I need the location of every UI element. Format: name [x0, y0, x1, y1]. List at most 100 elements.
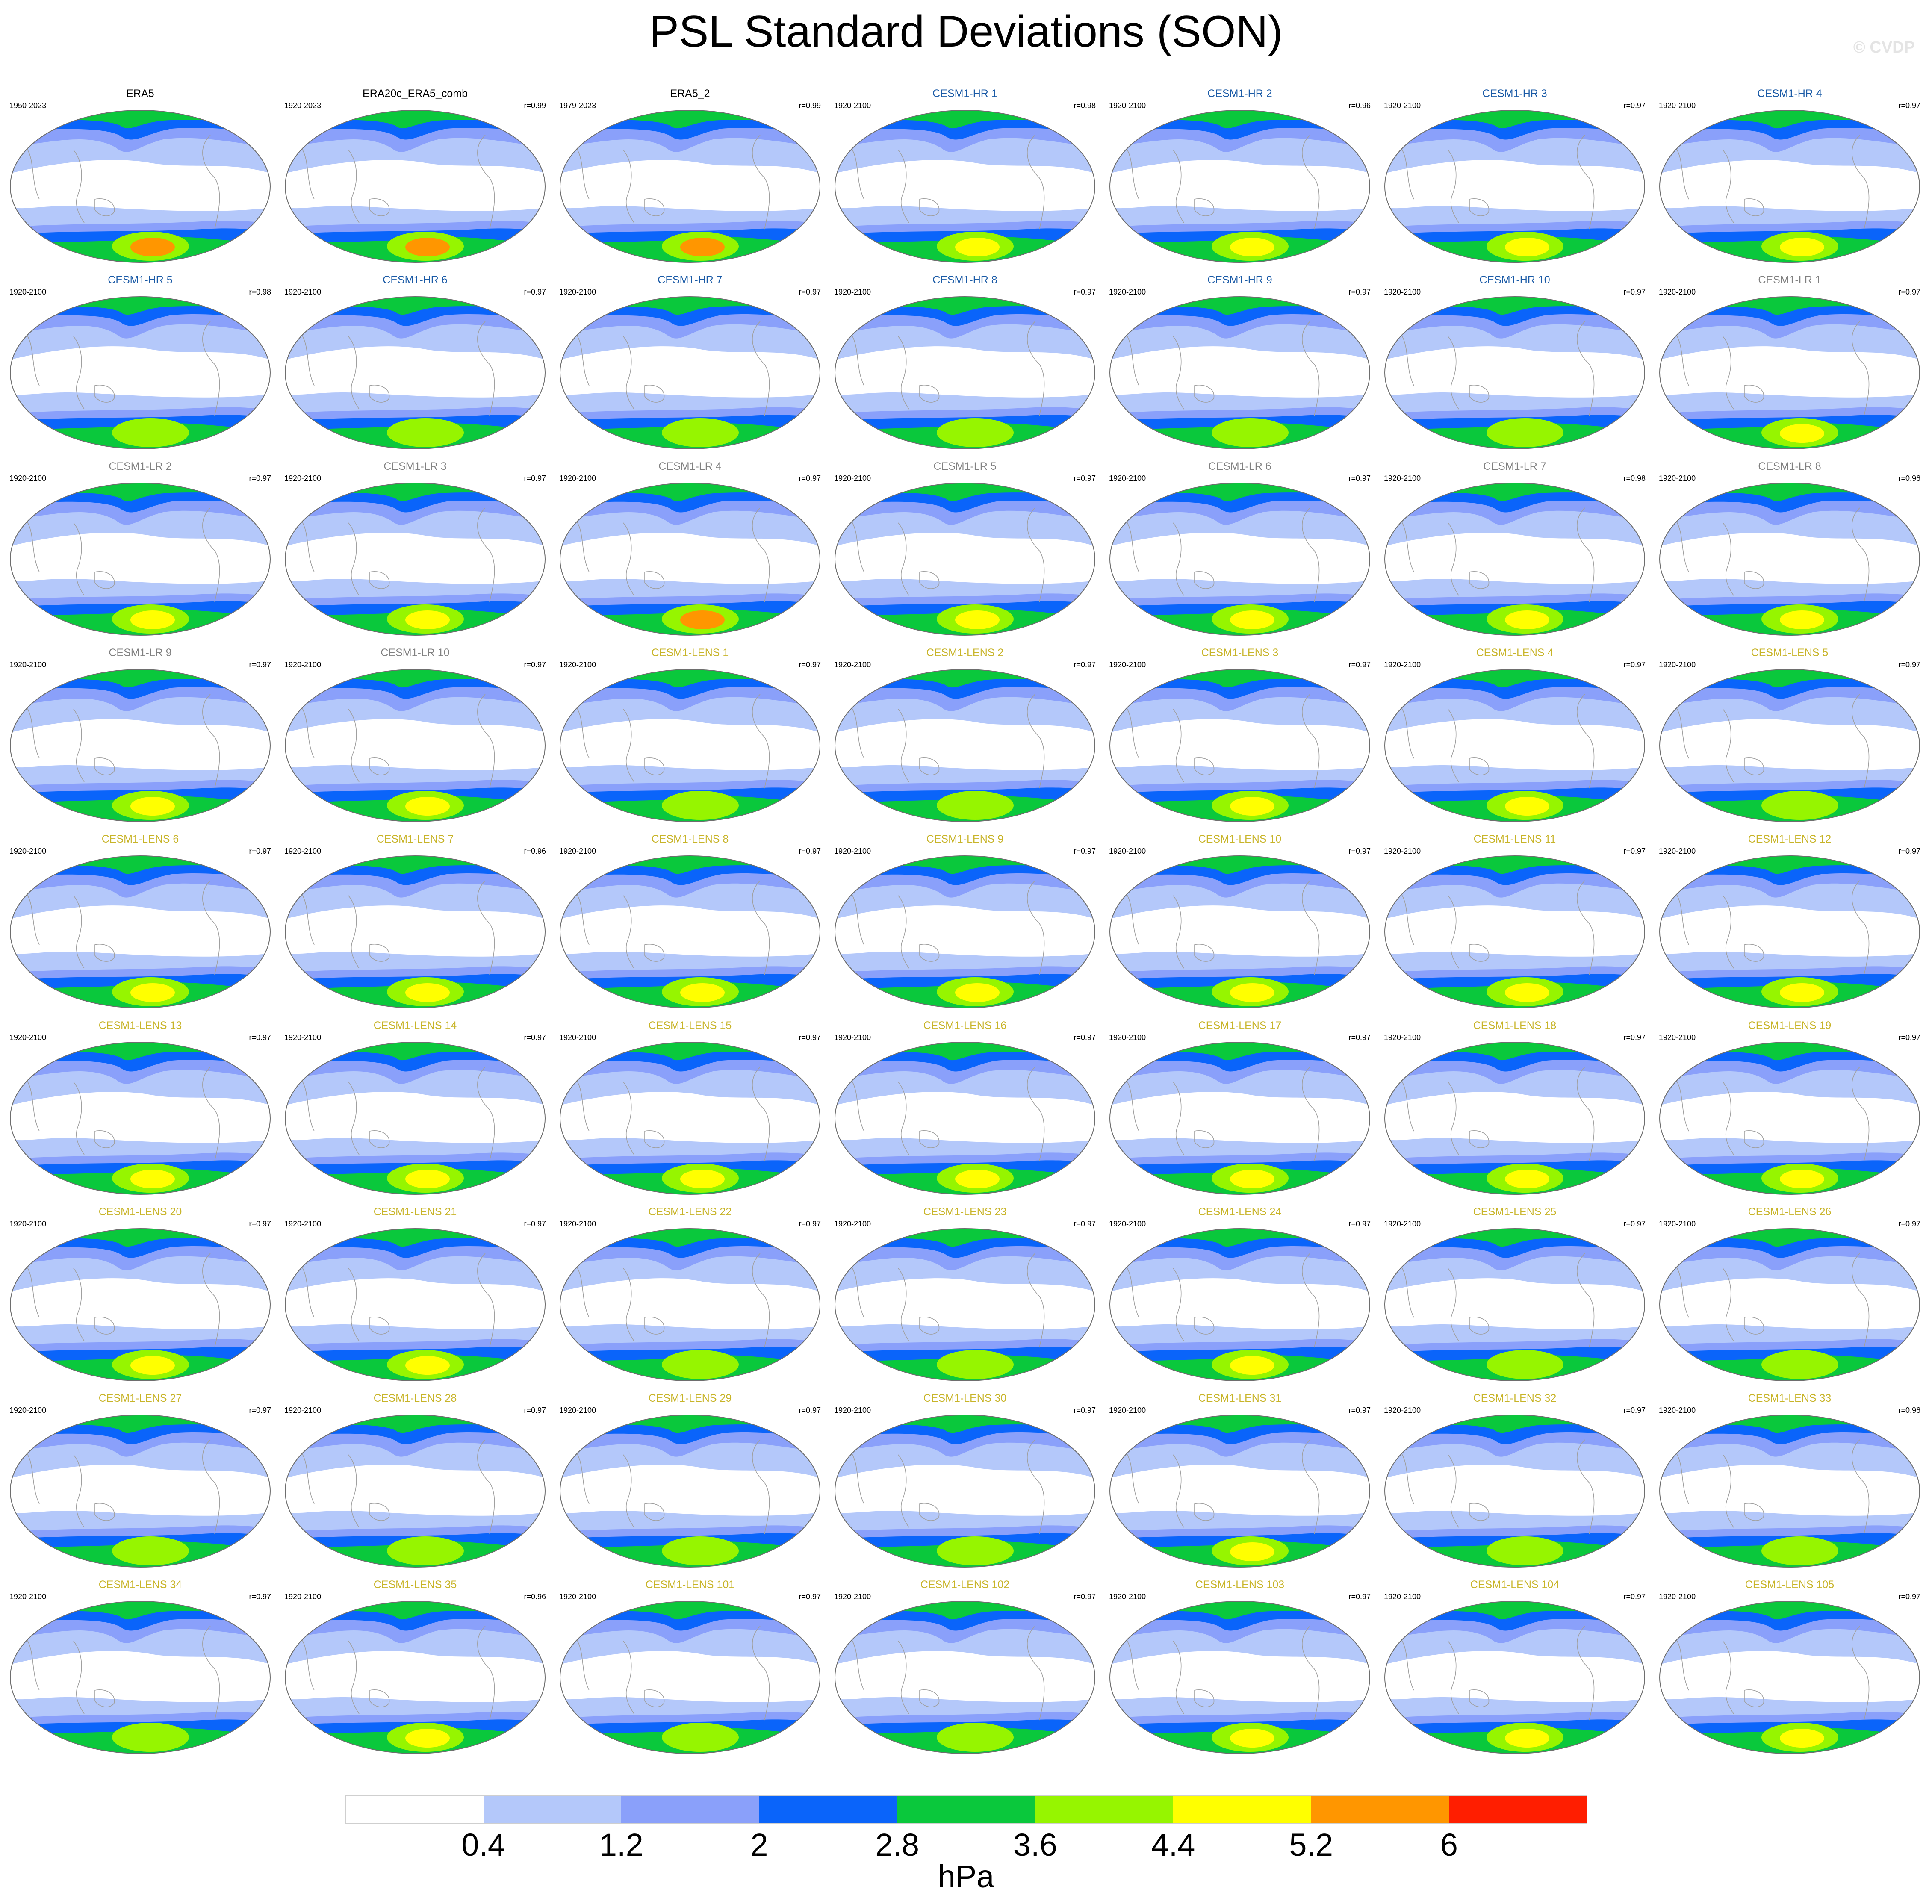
map-panel: CESM1-LR 6 1920-2100 r=0.97 [1103, 458, 1377, 638]
field-band-tropics [285, 1465, 545, 1516]
coastline-americas [1577, 880, 1595, 975]
coastline-australia [1469, 1130, 1490, 1148]
coastline-africa [301, 707, 315, 759]
panel-title: CESM1-LENS 7 [376, 833, 454, 845]
panel-pattern-correlation: r=0.97 [799, 660, 821, 669]
coastline-americas [752, 507, 770, 602]
field-band-tropics [1385, 905, 1645, 957]
map-panel: CESM1-LENS 18 1920-2100 r=0.97 [1378, 1017, 1652, 1197]
map-plot [10, 110, 271, 263]
panel-pattern-correlation: r=0.98 [1623, 474, 1646, 483]
colorbar-segment [1311, 1795, 1450, 1824]
map-panel: CESM1-LENS 35 1920-2100 r=0.96 [278, 1577, 552, 1756]
panel-years: 1920-2100 [284, 1033, 322, 1042]
coastline-africa [1675, 334, 1689, 386]
coastline-asia-australia [1173, 1268, 1184, 1341]
colorbar-segment [1035, 1795, 1174, 1824]
coastline-africa [26, 1452, 40, 1504]
map-outline [10, 1042, 271, 1195]
coastline-australia [1194, 1317, 1215, 1335]
field-band-tropics [1660, 1465, 1920, 1516]
panel-years: 1920-2100 [559, 474, 596, 483]
field-max-inner [405, 424, 450, 443]
map-panel: CESM1-LENS 4 1920-2100 r=0.97 [1378, 645, 1652, 824]
panel-years: 1920-2023 [284, 101, 322, 110]
field-band-tropics [560, 905, 820, 957]
coastline-africa [26, 893, 40, 945]
coastline-americas [1302, 880, 1320, 975]
panel-pattern-correlation: r=0.97 [1623, 1033, 1646, 1042]
panel-title: CESM1-LR 2 [109, 460, 172, 472]
panel-title: CESM1-LR 7 [1483, 460, 1546, 472]
panel-pattern-correlation: r=0.97 [524, 1220, 546, 1228]
map-panel: CESM1-LENS 28 1920-2100 r=0.97 [278, 1390, 552, 1570]
coastline-asia-australia [1723, 1641, 1734, 1714]
panel-years: 1920-2100 [1659, 101, 1696, 110]
colorbar-frame [345, 1795, 1587, 1824]
coastline-australia [1194, 1130, 1215, 1148]
field-max-inner [1780, 1542, 1824, 1561]
map-plot [1384, 669, 1645, 822]
panel-pattern-correlation: r=0.97 [1623, 847, 1646, 855]
coastline-asia-australia [1723, 1082, 1734, 1155]
panel-title: CESM1-LENS 104 [1470, 1579, 1560, 1591]
coastline-australia [919, 385, 940, 403]
field-band-tropics [10, 1278, 270, 1329]
map-plot [285, 296, 546, 449]
field-max-inner [1780, 1170, 1824, 1188]
coastline-americas [1027, 1439, 1045, 1534]
panel-years: 1920-2100 [284, 1220, 322, 1228]
coastline-asia-australia [348, 895, 360, 969]
map-outline [1659, 669, 1920, 822]
coastline-asia-australia [1723, 1454, 1734, 1528]
coastline-australia [94, 1317, 115, 1335]
map-outline [835, 1228, 1095, 1381]
coastline-americas [1577, 321, 1595, 416]
coastline-australia [94, 571, 115, 589]
field-band-tropics [285, 533, 545, 584]
panel-years: 1920-2100 [1659, 288, 1696, 296]
panel-title: CESM1-HR 2 [1207, 88, 1272, 100]
coastline-africa [26, 147, 40, 200]
coastline-australia [644, 385, 665, 403]
field-max-inner [1230, 1356, 1274, 1375]
panel-title: CESM1-LENS 2 [926, 647, 1004, 659]
panel-years: 1920-2100 [834, 1033, 871, 1042]
field-band-tropics [1385, 533, 1645, 584]
map-outline [560, 669, 820, 822]
panel-pattern-correlation: r=0.97 [249, 1033, 271, 1042]
map-panel: CESM1-LENS 13 1920-2100 r=0.97 [3, 1017, 277, 1197]
coastline-australia [1744, 385, 1764, 403]
panel-years: 1920-2100 [1659, 1220, 1696, 1228]
map-panel: CESM1-LR 7 1920-2100 r=0.98 [1378, 458, 1652, 638]
panel-pattern-correlation: r=0.97 [799, 474, 821, 483]
panel-pattern-correlation: r=0.97 [1348, 1220, 1371, 1228]
panel-title: CESM1-LENS 18 [1473, 1020, 1557, 1032]
panel-title: CESM1-LENS 26 [1748, 1206, 1832, 1218]
field-band-tropics [835, 719, 1095, 770]
map-panel: CESM1-LENS 103 1920-2100 r=0.97 [1103, 1577, 1377, 1756]
panel-pattern-correlation: r=0.97 [1348, 288, 1371, 296]
field-max-inner [130, 610, 175, 629]
panel-pattern-correlation: r=0.97 [249, 1220, 271, 1228]
panel-pattern-correlation: r=0.97 [524, 1406, 546, 1415]
panel-pattern-correlation: r=0.96 [1348, 101, 1371, 110]
map-panel: CESM1-LENS 30 1920-2100 r=0.97 [828, 1390, 1102, 1570]
field-max-inner [405, 610, 450, 629]
coastline-asia-australia [1723, 1268, 1734, 1341]
panel-title: CESM1-LENS 9 [926, 833, 1004, 845]
coastline-africa [301, 520, 315, 572]
panel-title: CESM1-LR 9 [109, 647, 172, 659]
map-panel: CESM1-HR 8 1920-2100 r=0.97 [828, 272, 1102, 451]
coastline-asia-australia [73, 895, 85, 969]
field-max-inner [1230, 610, 1274, 629]
map-outline [1384, 1228, 1645, 1381]
panel-title: CESM1-LENS 35 [373, 1579, 457, 1591]
coastline-americas [752, 1626, 770, 1721]
coastline-americas [1302, 321, 1320, 416]
coastline-africa [1126, 334, 1139, 386]
map-plot [285, 483, 546, 636]
panel-years: 1920-2100 [1384, 1406, 1421, 1415]
coastline-australia [1469, 1503, 1490, 1521]
coastline-australia [1744, 757, 1764, 775]
